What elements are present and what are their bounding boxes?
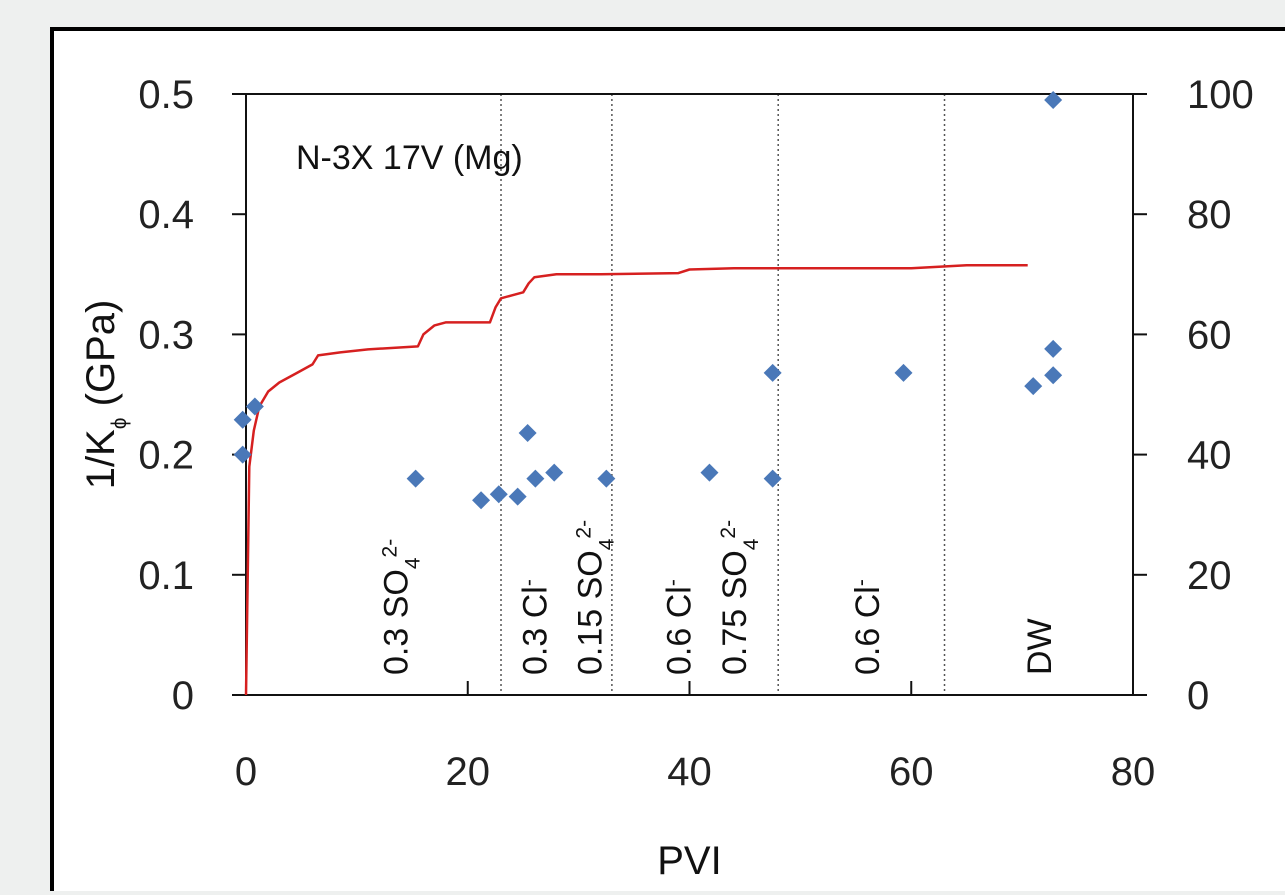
axes-layer: 0 20 40 60 80 0 0.1 0.2 0.3 0.4 0.5 0 20 40 60 80 100 PVI… (79, 73, 1254, 883)
data-point-marker (597, 469, 616, 488)
x-tick-label: 80 (1111, 750, 1156, 794)
x-tick-label: 40 (667, 750, 712, 794)
data-point-marker (545, 463, 564, 482)
data-point-marker (1044, 339, 1063, 358)
data-point-marker (489, 485, 508, 504)
y-tick-label: 0.2 (138, 434, 194, 478)
stage-label: 0.3 SO42- (378, 539, 425, 675)
annotation-layer: N-3X 17V (Mg)0.3 SO42-0.3 Cl- 0.15 SO42-0… (296, 139, 1059, 675)
stage-label: 0.75 SO42- (716, 520, 763, 675)
line-series-layer (244, 264, 1028, 696)
data-point-marker (763, 363, 782, 382)
chart-svg: 0 20 40 60 80 0 0.1 0.2 0.3 0.4 0.5 0 20 40 60 80 100 PVI… (79, 73, 1254, 883)
x-axis-label: PVI (657, 839, 721, 883)
stage-label-superscript: - (661, 579, 684, 586)
y2-tick-label: 0 (1187, 674, 1209, 718)
y-axis-label-unit: (GPa) (79, 300, 123, 418)
y-axis-label: 1/Kϕ (GPa) (79, 300, 131, 490)
data-point-marker (526, 469, 545, 488)
y-tick-label: 0.1 (138, 554, 194, 598)
data-point-marker (406, 469, 425, 488)
marker-series-layer (233, 91, 1063, 510)
stage-label-main: 0.3 SO (378, 569, 416, 675)
stage-label-main: 0.75 SO (716, 550, 754, 675)
stage-label-superscript: 2- (716, 520, 739, 539)
stage-label: 0.3 Cl- (516, 579, 554, 675)
data-point-marker (472, 491, 491, 510)
data-point-marker (233, 445, 252, 464)
data-point-marker (508, 487, 527, 506)
y2-tick-label: 20 (1187, 554, 1232, 598)
y2-tick-label: 40 (1187, 434, 1232, 478)
stage-label-superscript: - (517, 579, 540, 586)
x-tick-label: 0 (235, 750, 257, 794)
stage-boundary-layer (500, 94, 946, 695)
stage-label-main: 0.15 SO (572, 550, 610, 675)
chart-annotation-title: N-3X 17V (Mg) (296, 139, 523, 177)
stage-label-subscript: 4 (595, 538, 618, 550)
y-tick-label: 0 (172, 674, 194, 718)
stage-label-superscript: 2- (378, 539, 401, 558)
data-point-marker (700, 463, 719, 482)
data-point-marker (894, 363, 913, 382)
data-point-marker (245, 397, 264, 416)
stage-label: 0.6 Cl- (660, 579, 698, 675)
stage-label-main: 0.6 Cl (849, 586, 887, 675)
y-tick-label: 0.5 (138, 73, 194, 117)
stage-label: 0.15 SO42- (572, 520, 619, 675)
y2-tick-label: 60 (1187, 313, 1232, 357)
y-axis-label-main: 1/K (79, 429, 123, 489)
stage-label-main: DW (1021, 618, 1059, 675)
data-point-marker (233, 410, 252, 429)
x-tick-label: 20 (446, 750, 491, 794)
data-point-marker (1024, 377, 1043, 396)
stage-label-main: 0.3 Cl (516, 586, 554, 675)
stage-label: 0.6 Cl- (849, 579, 887, 675)
data-point-marker (763, 469, 782, 488)
stage-label-subscript: 4 (401, 557, 424, 569)
y-tick-label: 0.4 (138, 193, 194, 237)
rf-line-series (244, 264, 1028, 696)
stage-label-superscript: - (849, 579, 872, 586)
x-tick-label: 60 (889, 750, 934, 794)
y2-tick-label: 100 (1187, 73, 1254, 117)
stage-label-main: 0.6 Cl (660, 586, 698, 675)
y-axis-label-subscript: ϕ (108, 417, 131, 429)
data-point-marker (518, 423, 537, 442)
data-point-marker (1044, 366, 1063, 385)
stage-label-superscript: 2- (572, 520, 595, 539)
y-tick-label: 0.3 (138, 313, 194, 357)
stage-label: DW (1021, 618, 1059, 675)
y2-tick-label: 80 (1187, 193, 1232, 237)
stage-label-subscript: 4 (739, 538, 762, 550)
chart-frame: 0 20 40 60 80 0 0.1 0.2 0.3 0.4 0.5 0 20 40 60 80 100 PVI… (50, 27, 1285, 891)
data-point-marker (1044, 91, 1063, 110)
